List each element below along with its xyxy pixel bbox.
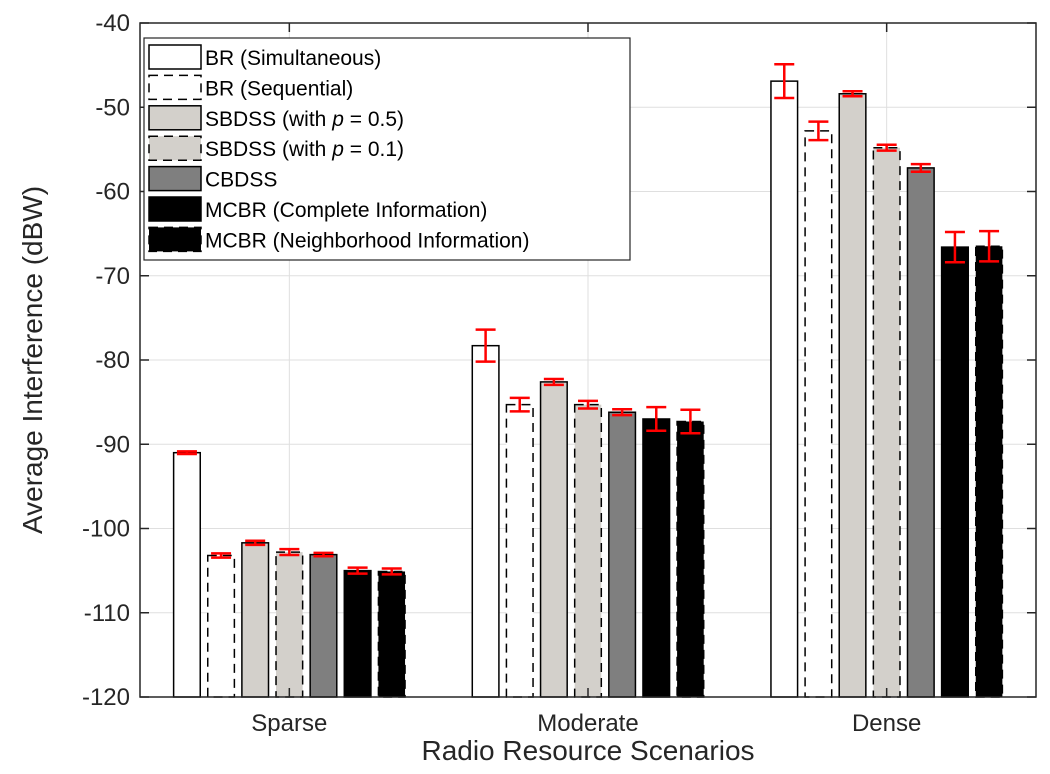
legend-entry-label-part: SBDSS (with [205, 108, 332, 131]
bar [172, 451, 201, 698]
bar [377, 570, 406, 698]
bar [975, 245, 1004, 698]
legend-swatch [148, 135, 202, 161]
y-tick-label: -100 [82, 516, 130, 543]
x-axis-title: Radio Resource Scenarios [421, 735, 754, 766]
bar [241, 542, 270, 698]
y-axis-title: Average Interference (dBW) [17, 186, 48, 534]
x-tick-label-sparse: Sparse [251, 710, 327, 737]
legend-entry-label-part: p [331, 108, 344, 131]
tick-layer: -40 -50 -60 -70 -80 -90 -100 -110 -120 Sparse Mode… [82, 10, 1036, 737]
bar [676, 420, 705, 698]
legend: BR (Simultaneous) BR (Sequential) SBDSS (w… [143, 37, 631, 261]
y-tick-label: -90 [95, 431, 130, 458]
bar [872, 146, 901, 698]
legend-swatch [148, 165, 202, 192]
x-tick-label-moderate: Moderate [537, 710, 638, 737]
bar [906, 167, 935, 698]
legend-entry-label: CBDSS [205, 169, 277, 192]
y-tick-label: -120 [82, 684, 130, 711]
bar [309, 553, 338, 698]
y-tick-label: -50 [95, 94, 130, 121]
legend-entry-label: MCBR (Neighborhood Information) [205, 229, 529, 252]
bar [471, 344, 500, 698]
bar [207, 554, 236, 698]
legend-entry-label: BR (Simultaneous) [205, 47, 381, 70]
legend-swatch [148, 226, 202, 253]
legend-entry-label: SBDSS (with p = 0.1) [205, 138, 404, 161]
y-tick-label: -40 [95, 10, 130, 37]
legend-entry-label: MCBR (Complete Information) [205, 199, 487, 222]
legend-entry-label-part: p [331, 138, 344, 161]
bar [940, 246, 969, 698]
bar [770, 80, 799, 698]
bar [539, 381, 568, 698]
bar [343, 569, 372, 698]
legend-entry-label-part: SBDSS (with [205, 138, 332, 161]
y-tick-label: -110 [84, 600, 130, 627]
bar [642, 418, 671, 698]
x-tick-label-dense: Dense [852, 710, 921, 737]
y-tick-label: -60 [95, 179, 130, 206]
legend-swatch [148, 196, 202, 222]
legend-box [143, 37, 631, 261]
bar [608, 411, 637, 698]
legend-swatch [148, 105, 202, 131]
legend-swatch [148, 74, 202, 101]
legend-entry-label: BR (Sequential) [205, 77, 353, 100]
y-tick-label: -70 [95, 263, 130, 290]
legend-entry-label-part: = 0.1) [344, 138, 404, 161]
error-bar-layer [176, 63, 1000, 576]
bar [804, 130, 833, 698]
bar [838, 93, 867, 698]
legend-entry-label-part: = 0.5) [344, 108, 404, 131]
legend-entry-label: SBDSS (with p = 0.5) [205, 108, 404, 131]
bar [275, 551, 304, 698]
bar [505, 403, 534, 698]
legend-swatch [148, 44, 202, 70]
bar [573, 403, 603, 698]
bar-layer [172, 80, 1004, 698]
y-tick-label: -80 [95, 347, 130, 374]
